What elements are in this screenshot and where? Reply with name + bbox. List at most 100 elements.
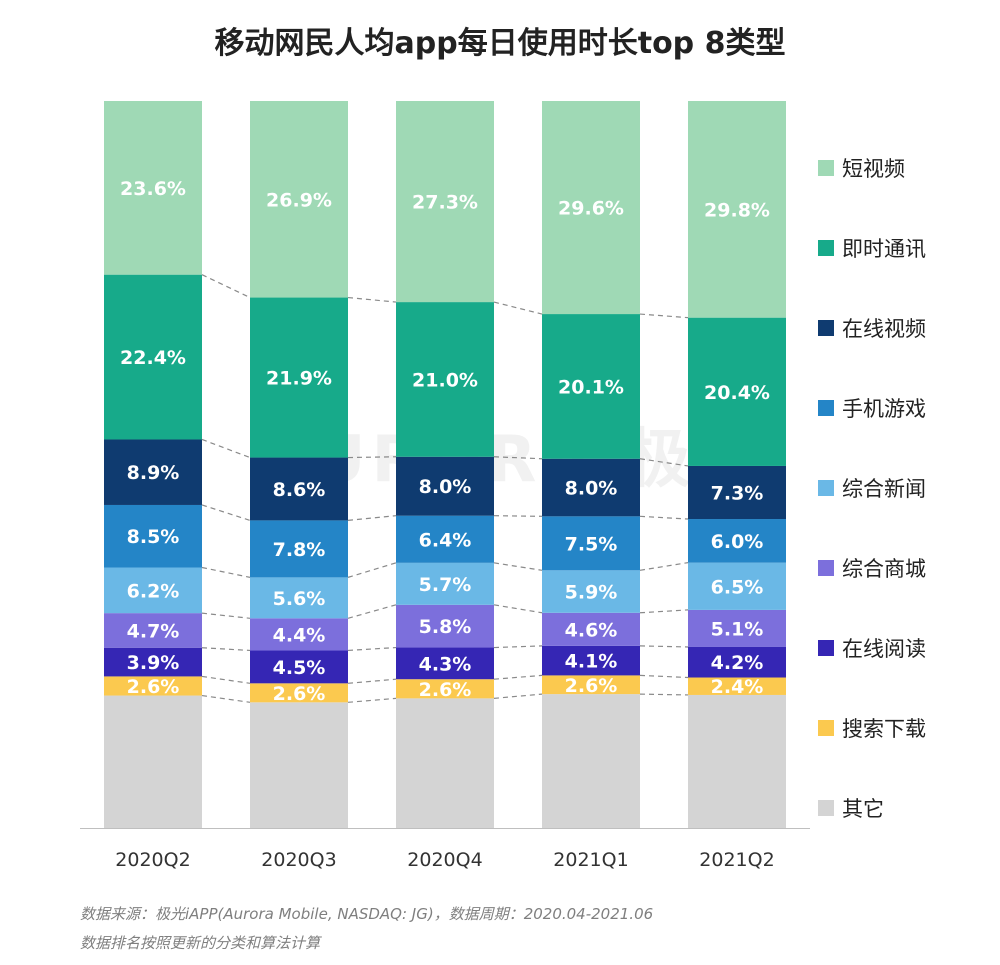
data-label: 2.6% [273,683,326,705]
data-label: 6.2% [127,580,180,602]
bar-segment-2021Q2-在线视频 [688,465,786,520]
connector-line [201,647,251,652]
connector-line [347,646,397,652]
data-label: 8.0% [565,478,618,500]
data-label: 2.6% [127,676,180,698]
connector-line [639,515,689,520]
x-tick-label: 2020Q4 [407,849,482,871]
connector-line [493,693,543,699]
legend-label: 搜索下载 [842,717,926,741]
bar-segment-2021Q2-综合新闻 [688,562,786,610]
connector-line [347,678,397,684]
connector-line [347,604,397,619]
legend-item: 即时通讯 [818,208,998,288]
bar-segment-2020Q3-即时通讯 [250,297,348,458]
data-label: 5.1% [711,618,764,640]
bar-segment-2021Q2-手机游戏 [688,519,786,563]
data-label: 23.6% [120,178,186,200]
bar-segment-2021Q2-综合商城 [688,609,786,647]
connector-line [639,562,689,571]
bar-segment-2020Q2-其它 [104,695,202,828]
connector-line [347,697,397,703]
legend-label: 综合新闻 [842,477,926,501]
connector-line [493,301,543,315]
data-label: 27.3% [412,192,478,214]
legend-item: 手机游戏 [818,368,998,448]
data-label: 5.6% [273,588,326,610]
data-label: 26.9% [266,189,332,211]
legend-swatch [818,560,834,576]
legend-label: 即时通讯 [842,237,926,261]
connector-line [493,645,543,649]
data-label: 2.6% [419,679,472,701]
bar-segment-2020Q3-综合新闻 [250,577,348,619]
data-label: 8.9% [127,462,180,484]
legend-swatch [818,480,834,496]
bar-segment-2020Q4-其它 [396,698,494,828]
bar-segment-2021Q1-综合新闻 [542,570,640,613]
bar-segment-2021Q1-在线阅读 [542,645,640,676]
source-note-method: 数据排名按照更新的分类和算法计算 [80,934,321,952]
connector-line [493,604,543,614]
connector-line [201,504,251,521]
connector-line [201,274,251,299]
connector-line [201,566,251,578]
legend-item: 在线阅读 [818,608,998,688]
bar-segment-2020Q2-短视频 [104,101,202,275]
data-label: 6.0% [711,531,764,553]
legend-item: 其它 [818,768,998,848]
legend-item: 短视频 [818,128,998,208]
bar-segment-2020Q2-即时通讯 [104,274,202,440]
legend-item: 综合商城 [818,528,998,608]
bar-segment-2021Q1-短视频 [542,101,640,315]
data-label: 20.4% [704,382,770,404]
bar-segment-2020Q4-短视频 [396,101,494,303]
bar-segment-2021Q2-即时通讯 [688,317,786,466]
x-tick-label: 2021Q2 [699,849,774,871]
data-label: 6.5% [711,576,764,598]
bar-segment-2020Q3-在线视频 [250,457,348,521]
bar-segment-2020Q4-在线阅读 [396,647,494,680]
data-label: 29.6% [558,198,624,220]
chart-title: 移动网民人均app每日使用时长top 8类型 [214,26,786,61]
connector-line [639,313,689,319]
connector-line [347,296,397,303]
data-label: 2.4% [711,676,764,698]
legend-item: 在线视频 [818,288,998,368]
connector-line [493,456,543,460]
bar-segment-2020Q3-综合商城 [250,618,348,651]
legend: 短视频即时通讯在线视频 手机游戏综合新闻综合商城 在线阅读搜索下载其它 [818,128,998,848]
connector-line [639,458,689,467]
bar-segment-2020Q2-综合商城 [104,613,202,648]
bar-segment-2021Q1-在线视频 [542,458,640,517]
bar-segment-2021Q2-在线阅读 [688,646,786,678]
legend-item: 综合新闻 [818,448,998,528]
bar-segment-2021Q1-手机游戏 [542,516,640,571]
legend-swatch [818,640,834,656]
bar-segment-2021Q1-即时通讯 [542,314,640,459]
bar-segment-2021Q1-其它 [542,694,640,828]
bar-segment-2021Q1-综合商城 [542,612,640,646]
connector-line [201,612,251,619]
connector-line [201,694,251,703]
bar-segment-2020Q4-即时通讯 [396,302,494,457]
legend-item: 搜索下载 [818,688,998,768]
bar-segment-2021Q2-搜索下载 [688,677,786,695]
data-label: 5.8% [419,616,472,638]
connector-line [347,456,397,459]
data-label: 8.0% [419,476,472,498]
data-label: 3.9% [127,652,180,674]
data-label: 4.7% [127,620,180,642]
connector-line [347,562,397,578]
x-tick-label: 2020Q2 [115,849,190,871]
connector-line [493,515,543,517]
bar-segment-2020Q3-其它 [250,702,348,828]
bar-segment-2020Q2-在线视频 [104,439,202,505]
bar-segment-2020Q3-手机游戏 [250,520,348,578]
bar-segment-2020Q4-综合商城 [396,604,494,648]
bar-segment-2020Q4-在线视频 [396,456,494,516]
data-label: 4.2% [711,652,764,674]
connector-line [201,675,251,684]
x-tick-label: 2021Q1 [553,849,628,871]
stacked-bar-chart: 2.6%3.9%4.7%6.2%8.5%8.9%22.4%23.6%2.6%4.… [80,101,810,871]
